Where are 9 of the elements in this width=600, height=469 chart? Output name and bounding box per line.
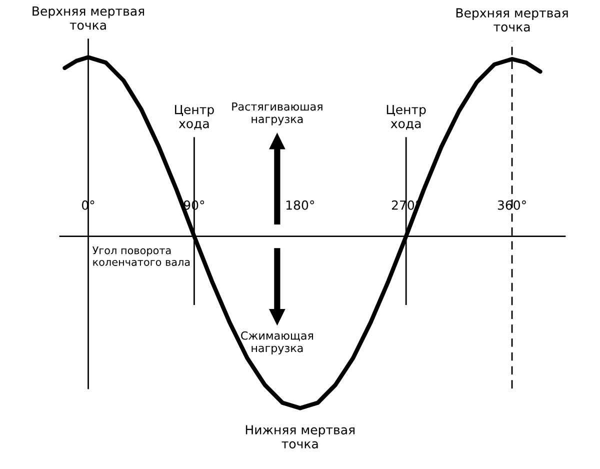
ref-line-label: Верхняя мертвая точка (32, 6, 144, 30)
ref-line-label: Верхняя мертвая точка (456, 8, 568, 32)
x-axis-title: Угол поворота коленчатого вала (92, 246, 190, 266)
ref-line-label: Центр хода (175, 104, 214, 130)
annotation: Сжимающая нагрузка (241, 331, 313, 354)
annotation: Нижняя мертвая точка (246, 425, 355, 448)
ref-line-label: Центр хода (386, 104, 426, 130)
annotation: Растягиваюшая нагрузка (232, 102, 322, 126)
x-tick-label: 180° (286, 200, 314, 210)
